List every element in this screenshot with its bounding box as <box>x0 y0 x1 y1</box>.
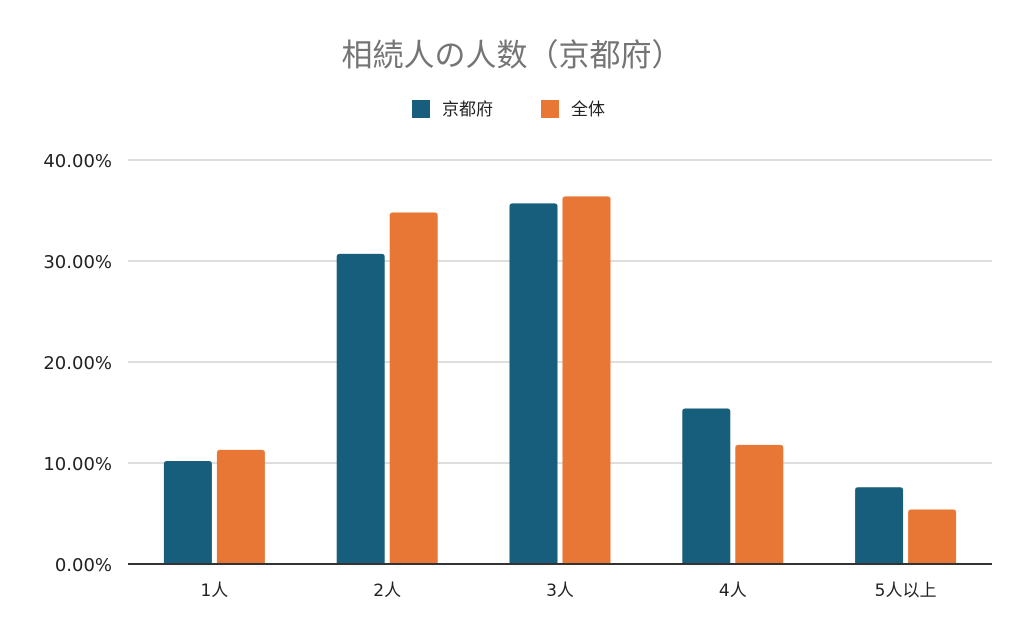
bar-kyoto-2 <box>336 253 385 564</box>
bars <box>163 196 957 565</box>
x-category-label: 4人 <box>719 581 747 601</box>
legend-swatch-overall <box>541 100 559 118</box>
legend: 京都府 全体 <box>412 100 605 120</box>
y-tick-label: 20.00% <box>43 353 112 374</box>
bar-overall-1 <box>216 449 265 564</box>
y-tick-label: 30.00% <box>43 252 112 273</box>
bar-kyoto-4 <box>682 408 731 564</box>
bar-overall-3 <box>562 196 611 565</box>
gridlines <box>128 159 992 464</box>
bar-overall-5 <box>908 509 957 564</box>
y-tick-label: 40.00% <box>43 151 112 172</box>
legend-swatch-kyoto <box>412 100 430 118</box>
bar-kyoto-3 <box>509 203 558 564</box>
y-axis-tick-labels: 0.00% 10.00% 20.00% 30.00% 40.00% <box>43 151 112 576</box>
bar-overall-4 <box>735 444 784 564</box>
bar-kyoto-5 <box>855 487 904 564</box>
x-category-label: 3人 <box>546 581 574 601</box>
chart-title: 相続人の人数（京都府） <box>342 38 683 74</box>
x-category-label: 1人 <box>200 581 228 601</box>
legend-label-overall: 全体 <box>571 100 605 120</box>
bar-kyoto-1 <box>163 460 212 564</box>
bar-overall-2 <box>389 212 438 564</box>
y-tick-label: 0.00% <box>55 555 112 576</box>
x-category-label: 5人以上 <box>875 581 937 601</box>
legend-label-kyoto: 京都府 <box>442 100 493 120</box>
x-axis-category-labels: 1人 2人 3人 4人 5人以上 <box>200 581 936 601</box>
x-category-label: 2人 <box>373 581 401 601</box>
y-tick-label: 10.00% <box>43 454 112 475</box>
